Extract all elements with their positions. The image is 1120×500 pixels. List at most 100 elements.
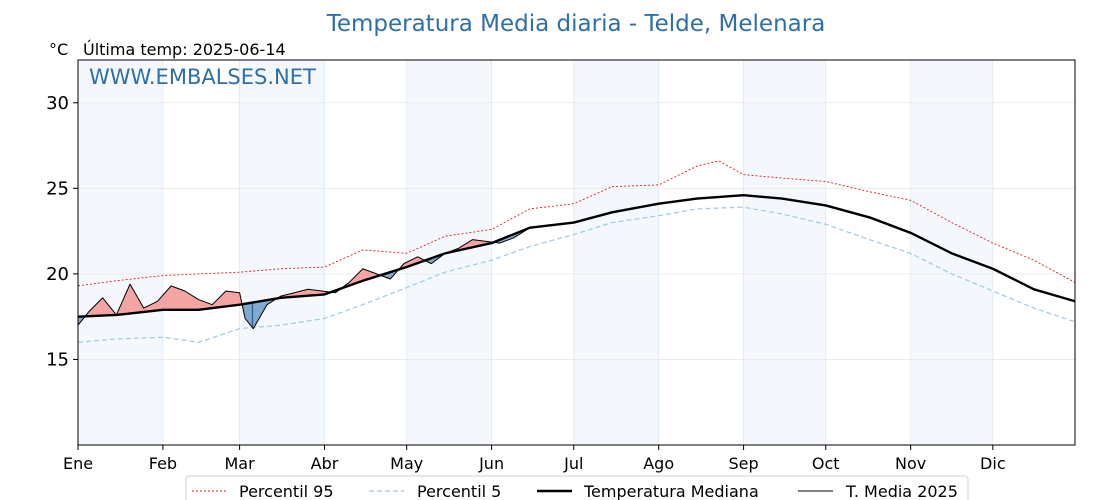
month-band-Mar (239, 60, 325, 445)
fill-above-median (133, 290, 136, 314)
x-tick-label-Oct: Oct (812, 454, 840, 473)
y-tick-label-25: 25 (46, 178, 69, 199)
fill-below-median (254, 301, 257, 327)
x-tick-label-May: May (390, 454, 423, 473)
fill-above-median (199, 299, 202, 310)
x-tick-label-Mar: Mar (225, 454, 256, 473)
fill-above-median (165, 290, 168, 310)
fill-above-median (129, 283, 132, 314)
legend-box (185, 475, 969, 500)
series-line-current (77, 228, 528, 330)
x-tick-label-Jun: Jun (478, 454, 504, 473)
last-temp-label: Última temp: 2025-06-14 (83, 40, 286, 59)
x-tick-label-Nov: Nov (895, 454, 926, 473)
fill-above-median (173, 286, 176, 310)
fill-above-median (225, 290, 228, 307)
fill-above-median (192, 295, 195, 310)
x-tick-label-Sep: Sep (729, 454, 759, 473)
month-band-Sep (743, 60, 826, 445)
fill-above-median (179, 288, 181, 310)
fill-above-median (196, 298, 199, 310)
y-tick-label-15: 15 (46, 349, 69, 370)
series-line-p95 (77, 160, 1076, 287)
fill-above-median (131, 285, 133, 314)
fill-above-median (238, 292, 240, 306)
fill-above-median (186, 291, 188, 310)
fill-above-median (235, 292, 238, 306)
series-line-median (77, 193, 1076, 318)
x-tick-label-Jul: Jul (563, 454, 583, 473)
legend: Percentil 95 Percentil 5 Temperatura Med… (185, 475, 969, 500)
fill-above-median (103, 299, 106, 316)
unit-label: °C (49, 40, 68, 59)
fill-above-median (187, 292, 190, 310)
month-band-Jul (573, 60, 659, 445)
legend-current-label: T. Media 2025 (845, 482, 958, 500)
fill-above-median (97, 301, 99, 316)
fill-above-median (101, 297, 103, 316)
fill-below-median (247, 302, 250, 324)
fill-above-median (194, 296, 196, 310)
fill-above-median (223, 292, 225, 307)
fill-above-median (364, 269, 366, 281)
fill-above-median (102, 297, 105, 316)
x-tick-label-Ene: Ene (63, 454, 93, 473)
fill-above-median (169, 285, 172, 310)
x-tick-label-Feb: Feb (149, 454, 177, 473)
fill-above-median (221, 293, 224, 308)
fill-above-median (162, 293, 165, 310)
y-tick-label-30: 30 (46, 93, 69, 114)
fill-above-median (198, 299, 201, 310)
fill-above-median (170, 285, 173, 310)
fill-above-median (166, 288, 169, 310)
fill-above-median (180, 289, 183, 310)
legend-p95-label: Percentil 95 (239, 482, 334, 500)
fill-above-median (164, 291, 166, 310)
month-bands (78, 60, 993, 445)
fill-above-median (362, 268, 365, 281)
y-tick-label-20: 20 (46, 264, 69, 285)
fill-above-median (175, 287, 177, 310)
fill-above-median (128, 284, 131, 314)
fill-below-median (249, 302, 251, 326)
fill-below-median (251, 302, 254, 330)
fill-above-median (176, 287, 179, 310)
fill-above-median (231, 291, 233, 306)
fill-above-median (155, 301, 158, 311)
fill-below-median (246, 303, 248, 323)
y-axis: 15 20 25 30 (46, 93, 78, 370)
x-tick-label-Abr: Abr (311, 454, 339, 473)
fill-above-median (188, 293, 191, 310)
fill-above-median (191, 295, 194, 310)
x-tick-label-Ago: Ago (643, 454, 674, 473)
fill-below-median (253, 302, 255, 330)
fill-above-median (168, 287, 170, 310)
fill-above-median (183, 290, 185, 310)
fill-below-median (255, 301, 258, 325)
series-line-p5 (77, 206, 1076, 343)
fill-above-median (127, 287, 129, 314)
x-tick-label-Dic: Dic (980, 454, 1006, 473)
fill-above-median (228, 291, 231, 307)
fill-above-median (132, 288, 135, 314)
fill-above-median (99, 298, 102, 316)
fill-above-median (233, 291, 236, 306)
legend-p5-label: Percentil 5 (417, 482, 501, 500)
plot-frame (77, 59, 1076, 446)
watermark: WWW.EMBALSES.NET (89, 65, 316, 89)
fill-above-median (177, 288, 180, 310)
fill-above-median (224, 290, 227, 307)
fill-above-median (229, 291, 232, 307)
fill-above-median (98, 300, 101, 316)
fill-below-median (250, 302, 253, 328)
fill-above-median (236, 292, 239, 306)
fill-above-median (95, 302, 98, 317)
fill-above-median (195, 297, 198, 310)
legend-median-label: Temperatura Mediana (583, 482, 759, 500)
fill-above-median (227, 291, 229, 307)
fill-above-median (181, 289, 184, 310)
month-band-Ene (78, 60, 163, 445)
fill-above-median (161, 294, 164, 311)
fill-above-median (172, 286, 175, 310)
